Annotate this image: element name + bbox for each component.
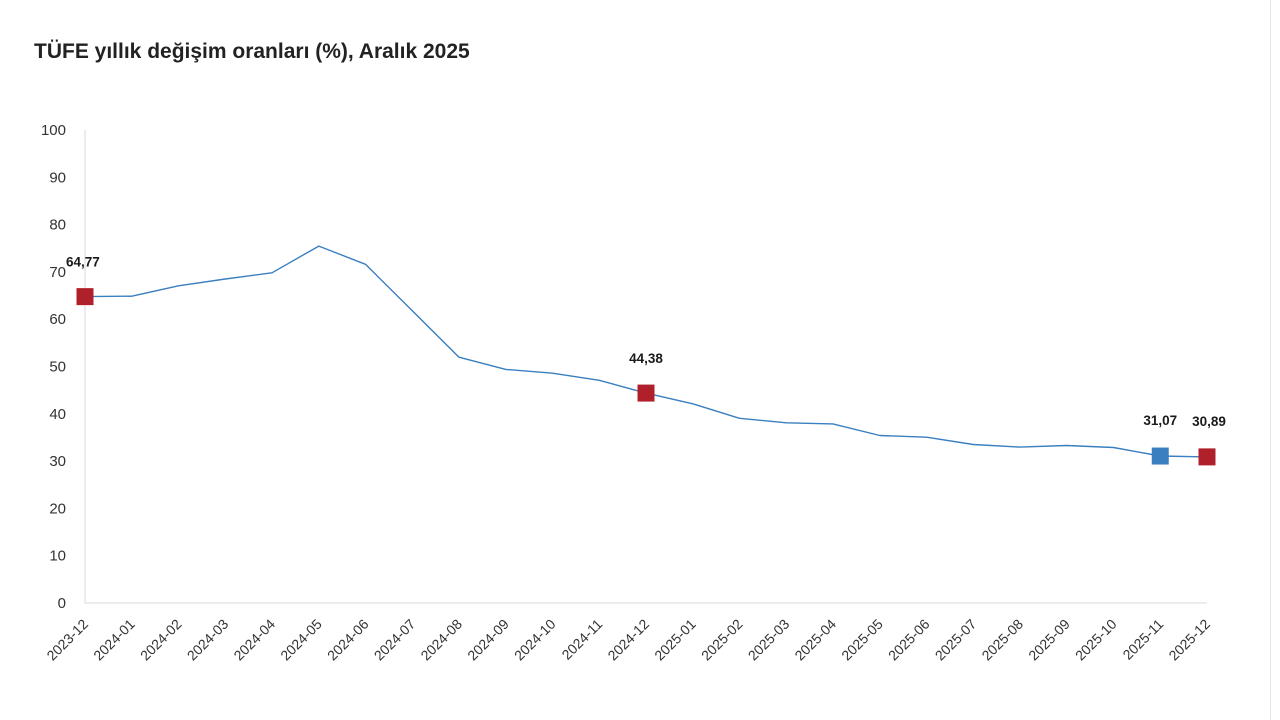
data-label: 31,07 bbox=[1143, 413, 1177, 428]
y-tick-label: 60 bbox=[49, 311, 66, 328]
y-tick-label: 80 bbox=[49, 217, 66, 234]
x-tick-label: 2025-08 bbox=[978, 616, 1026, 664]
data-point-marker bbox=[76, 288, 94, 306]
x-tick-label: 2023-12 bbox=[43, 616, 91, 664]
x-tick-label: 2024-05 bbox=[277, 616, 325, 664]
y-tick-label: 10 bbox=[49, 548, 66, 565]
y-tick-label: 70 bbox=[49, 264, 66, 281]
x-tick-label: 2025-04 bbox=[791, 616, 839, 664]
y-tick-label: 50 bbox=[49, 359, 66, 376]
y-tick-label: 40 bbox=[49, 406, 66, 423]
x-tick-label: 2025-09 bbox=[1025, 616, 1073, 664]
x-tick-label: 2024-10 bbox=[511, 616, 559, 664]
data-point-marker bbox=[1151, 447, 1169, 465]
x-tick-label: 2025-05 bbox=[838, 616, 886, 664]
chart-title: TÜFE yıllık değişim oranları (%), Aralık… bbox=[34, 40, 470, 63]
x-tick-label: 2025-06 bbox=[885, 616, 933, 664]
x-tick-label: 2024-12 bbox=[604, 616, 652, 664]
data-point-marker bbox=[637, 384, 655, 402]
x-tick-label: 2024-06 bbox=[324, 616, 372, 664]
y-tick-label: 0 bbox=[58, 595, 66, 612]
x-tick-label: 2024-02 bbox=[137, 616, 185, 664]
data-point-marker bbox=[1198, 448, 1216, 466]
x-tick-label: 2025-03 bbox=[745, 616, 793, 664]
x-tick-label: 2024-08 bbox=[417, 616, 465, 664]
x-tick-label: 2024-11 bbox=[558, 616, 605, 663]
x-tick-label: 2024-09 bbox=[464, 616, 512, 664]
x-tick-label: 2024-07 bbox=[371, 616, 419, 664]
x-tick-label: 2024-01 bbox=[90, 616, 138, 664]
data-label: 64,77 bbox=[66, 255, 100, 270]
y-tick-label: 100 bbox=[41, 122, 66, 139]
x-tick-label: 2025-07 bbox=[932, 616, 980, 664]
x-tick-label: 2024-04 bbox=[230, 616, 278, 664]
data-label: 30,89 bbox=[1192, 414, 1226, 429]
x-tick-label: 2025-11 bbox=[1119, 616, 1166, 663]
x-tick-label: 2025-01 bbox=[651, 616, 699, 664]
x-tick-label: 2025-10 bbox=[1072, 616, 1120, 664]
x-tick-label: 2024-03 bbox=[184, 616, 232, 664]
data-label: 44,38 bbox=[629, 351, 663, 366]
y-tick-label: 30 bbox=[49, 453, 66, 470]
x-tick-label: 2025-02 bbox=[698, 616, 746, 664]
x-tick-label: 2025-12 bbox=[1165, 616, 1213, 664]
panel-divider bbox=[1270, 0, 1271, 720]
y-tick-label: 90 bbox=[49, 169, 66, 186]
y-tick-label: 20 bbox=[49, 500, 66, 517]
